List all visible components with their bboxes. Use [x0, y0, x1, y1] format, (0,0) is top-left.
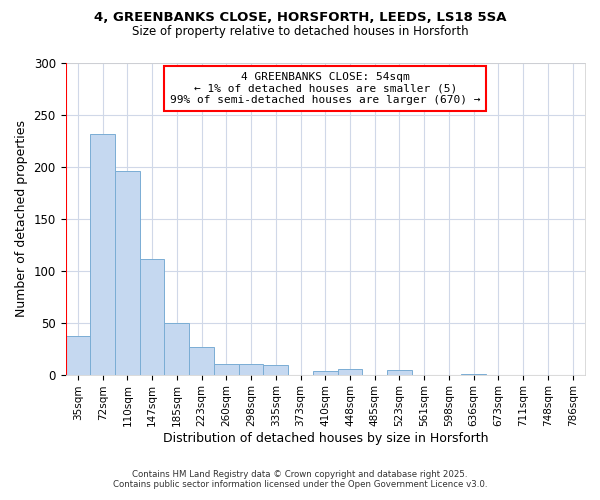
Bar — [140, 259, 164, 374]
Bar — [65, 336, 90, 374]
Bar — [189, 346, 214, 374]
Text: Contains HM Land Registry data © Crown copyright and database right 2025.
Contai: Contains HM Land Registry data © Crown c… — [113, 470, 487, 489]
Y-axis label: Number of detached properties: Number of detached properties — [15, 120, 28, 317]
Bar — [263, 365, 288, 374]
Bar — [239, 364, 263, 374]
Bar — [90, 134, 115, 374]
X-axis label: Distribution of detached houses by size in Horsforth: Distribution of detached houses by size … — [163, 432, 488, 445]
Bar — [313, 372, 338, 374]
Text: 4, GREENBANKS CLOSE, HORSFORTH, LEEDS, LS18 5SA: 4, GREENBANKS CLOSE, HORSFORTH, LEEDS, L… — [94, 11, 506, 24]
Bar — [164, 322, 189, 374]
Bar — [115, 170, 140, 374]
Bar — [214, 364, 239, 374]
Bar — [387, 370, 412, 374]
Text: 4 GREENBANKS CLOSE: 54sqm
← 1% of detached houses are smaller (5)
99% of semi-de: 4 GREENBANKS CLOSE: 54sqm ← 1% of detach… — [170, 72, 481, 105]
Bar — [338, 370, 362, 374]
Text: Size of property relative to detached houses in Horsforth: Size of property relative to detached ho… — [131, 25, 469, 38]
